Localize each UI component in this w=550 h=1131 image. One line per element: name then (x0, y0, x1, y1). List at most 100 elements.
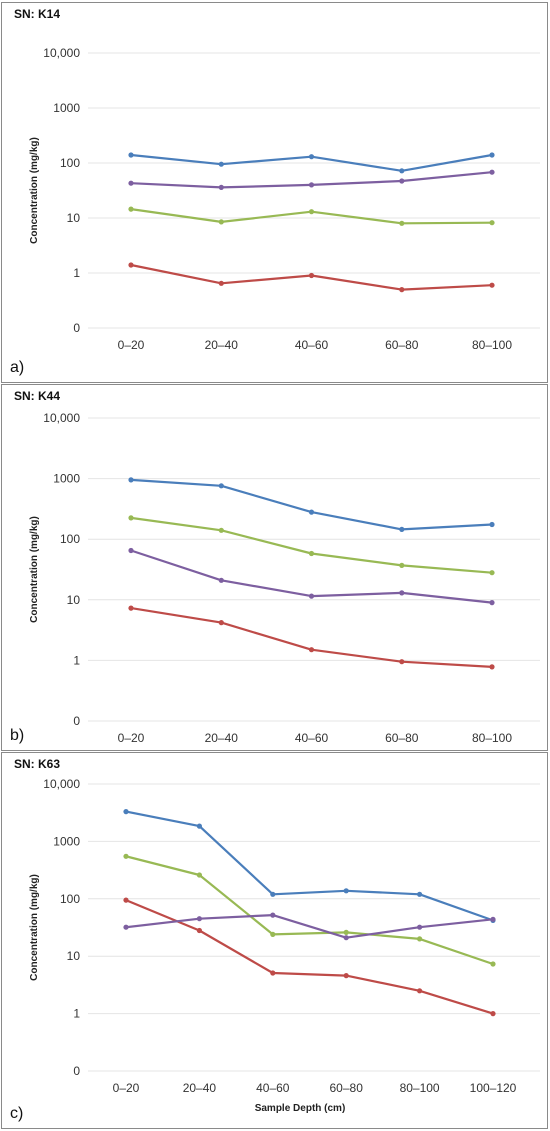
panel-frame (1, 2, 548, 383)
x-tick-label: 80–100 (472, 731, 512, 745)
data-point (490, 1011, 496, 1017)
data-point (123, 897, 129, 903)
series-cd (128, 605, 495, 670)
data-point (399, 562, 405, 569)
series-line-cd (125, 899, 494, 1015)
data-point (218, 483, 224, 489)
y-tick-label: 0 (73, 1064, 80, 1078)
panel-letter: b) (10, 727, 24, 744)
series-pb (123, 853, 496, 967)
data-point (308, 209, 315, 215)
data-point (128, 515, 134, 521)
panel-frame (1, 384, 548, 751)
panel-title: SN: K44 (14, 389, 60, 403)
panel-letter: c) (10, 1105, 23, 1122)
data-point (490, 961, 496, 967)
data-point (218, 161, 224, 167)
data-point (196, 927, 202, 934)
data-point (123, 924, 129, 930)
data-point (399, 287, 405, 293)
data-point (128, 152, 134, 158)
x-tick-label: 100–120 (470, 1081, 517, 1095)
data-point (218, 219, 224, 225)
x-tick-label: 0–20 (118, 731, 145, 745)
panel-letter: a) (10, 359, 24, 376)
x-tick-label: 0–20 (113, 1081, 140, 1095)
data-point (308, 272, 315, 279)
data-point (128, 605, 134, 611)
data-point (399, 659, 405, 665)
y-tick-label: 100 (60, 892, 80, 906)
data-point (399, 178, 405, 184)
x-tick-label: 20–40 (205, 338, 239, 352)
data-point (399, 168, 405, 174)
data-point (343, 929, 349, 936)
data-point (417, 924, 423, 930)
y-axis-label: Concentration (mg/kg) (29, 137, 40, 244)
data-point (308, 154, 315, 160)
y-tick-label: 1000 (53, 472, 80, 486)
data-point (218, 184, 224, 190)
data-point (128, 477, 134, 483)
data-point (489, 282, 495, 288)
y-tick-label: 100 (60, 156, 80, 170)
series-zn (128, 152, 495, 174)
series-pb (128, 515, 495, 576)
data-point (270, 931, 276, 938)
y-tick-label: 10,000 (43, 777, 80, 791)
x-tick-label: 0–20 (118, 338, 145, 352)
data-point (218, 280, 224, 286)
data-point (308, 182, 315, 188)
data-point (399, 220, 405, 226)
data-point (417, 988, 423, 994)
x-tick-label: 40–60 (256, 1081, 290, 1095)
data-point (196, 872, 202, 878)
data-point (343, 935, 349, 941)
data-point (489, 570, 495, 576)
panel-title: SN: K63 (14, 757, 60, 771)
x-tick-label: 80–100 (472, 338, 512, 352)
data-point (489, 521, 495, 528)
series-cd (123, 897, 496, 1017)
y-tick-label: 10,000 (43, 46, 80, 60)
data-point (489, 664, 495, 670)
data-point (489, 600, 495, 606)
series-as (128, 547, 495, 606)
series-line-zn (125, 810, 494, 922)
data-point (308, 593, 315, 599)
data-point (270, 891, 276, 897)
data-point (343, 973, 349, 979)
x-tick-label: 20–40 (183, 1081, 217, 1095)
x-tick-label: 80–100 (400, 1081, 440, 1095)
data-point (196, 823, 202, 829)
series-line-as (125, 913, 494, 939)
data-point (128, 180, 134, 186)
y-tick-label: 1 (73, 1007, 80, 1021)
panel-frame (1, 752, 548, 1129)
series-zn (128, 477, 495, 533)
x-tick-label: 40–60 (295, 338, 329, 352)
data-point (128, 206, 134, 212)
y-tick-label: 10,000 (43, 411, 80, 425)
data-point (128, 547, 134, 554)
data-point (218, 620, 224, 626)
y-tick-label: 10 (67, 211, 81, 225)
data-point (489, 220, 495, 226)
data-point (270, 912, 276, 918)
x-tick-label: 60–80 (330, 1081, 364, 1095)
data-point (399, 590, 405, 596)
data-point (270, 970, 276, 976)
data-point (308, 509, 315, 515)
data-point (123, 853, 129, 859)
y-tick-label: 1000 (53, 101, 80, 115)
y-tick-label: 10 (67, 949, 81, 963)
data-point (196, 916, 202, 922)
data-point (123, 809, 129, 815)
data-point (218, 527, 224, 533)
y-tick-label: 0 (73, 321, 80, 335)
data-point (417, 891, 423, 897)
series-as (128, 169, 495, 190)
y-axis-label: Concentration (mg/kg) (29, 516, 40, 623)
y-tick-label: 1000 (53, 834, 80, 848)
